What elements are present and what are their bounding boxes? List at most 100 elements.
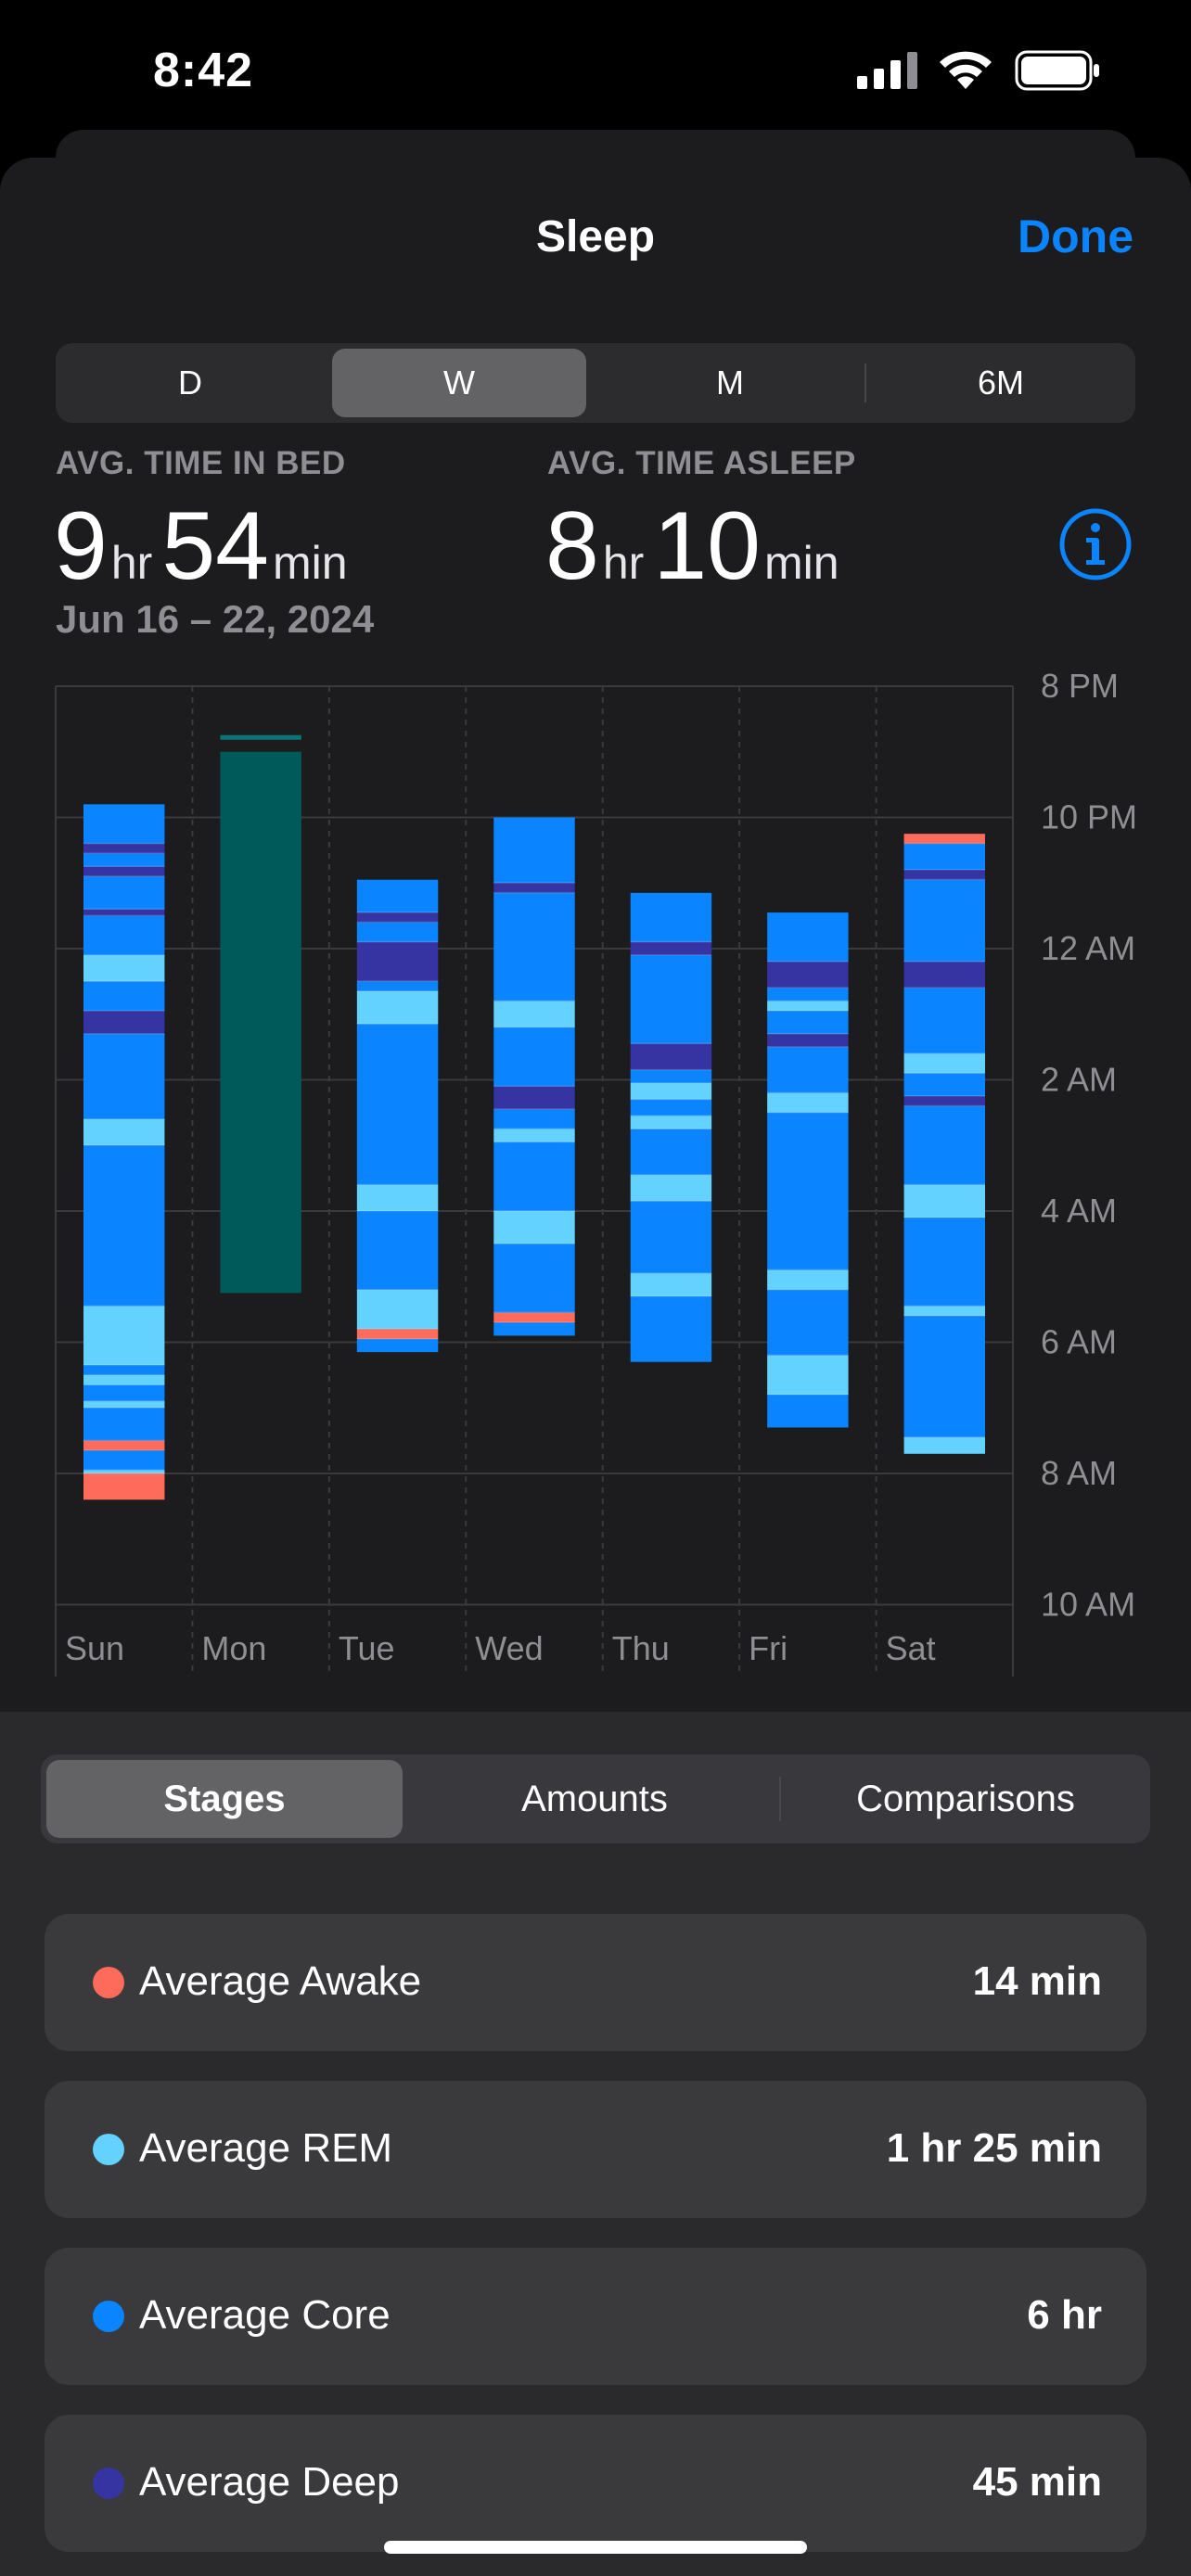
awake-dot-icon [93,1967,124,1998]
segment-separator [630,1082,712,1084]
bar-segment-rem [630,1116,712,1129]
y-tick-label: 12 AM [1041,929,1135,967]
segment-separator [83,1117,165,1120]
bar-segment-rem [83,1374,165,1385]
segment-separator [903,842,985,845]
segment-separator [83,1144,165,1146]
done-button[interactable]: Done [1018,210,1133,262]
segment-separator [493,882,575,884]
segment-separator [903,1104,985,1107]
segment-separator [903,961,985,963]
bar-segment-core [630,892,712,942]
bar-segment-core [493,1027,575,1087]
segment-separator [356,980,439,982]
segment-separator [356,1328,439,1330]
bar-segment-core [767,1011,849,1034]
bar-segment-core [83,1408,165,1441]
segment-separator [903,869,985,871]
segment-separator [493,1128,575,1130]
tab-week[interactable]: W [332,349,586,417]
bar-segment-core [356,1024,439,1185]
segment-separator [356,1183,439,1186]
bar-segment-core [630,1099,712,1116]
bar-segment-core [83,804,165,844]
range-segmented-control: D W M 6M [56,343,1135,423]
segment-separator [767,961,849,963]
bar-segment-deep [630,1043,712,1070]
bar-segment-core [83,1145,165,1307]
chart-labels: 8 PM 10 PM 12 AM 2 AM 4 AM 6 AM 8 AM 10 AM Sun Mo… [65,668,1137,1667]
sleep-bar-sat[interactable] [903,834,985,1454]
segment-separator [493,1311,575,1314]
sleep-bar-wed[interactable] [493,817,575,1336]
bar-segment-rem [767,1269,849,1290]
y-tick-label: 10 PM [1041,798,1137,836]
bar-segment-core [83,876,165,910]
segment-separator [630,1042,712,1045]
stage-card-deep[interactable]: Average Deep 45 min [45,2415,1146,2552]
tab-six-months[interactable]: 6M [977,363,1024,402]
tab-comparisons[interactable]: Comparisons [856,1778,1075,1819]
stage-card-awake[interactable]: Average Awake 14 min [45,1914,1146,2051]
y-tick-label: 10 AM [1041,1586,1135,1624]
segment-separator [83,1473,165,1474]
segment-separator [767,987,849,988]
segment-separator [903,878,985,881]
tab-day[interactable]: D [178,363,202,402]
bar-segment-deep [83,1011,165,1034]
bar-segment-core [903,1316,985,1438]
segment-separator [630,1098,712,1101]
stage-card-core[interactable]: Average Core 6 hr [45,2248,1146,2385]
rem-dot-icon [93,2134,124,2165]
segment-separator [83,1032,165,1035]
tab-stages[interactable]: Stages [46,1760,403,1838]
segment-separator [356,1023,439,1025]
stage-value: 6 hr [1027,2292,1102,2338]
bar-segment-rem [83,1118,165,1146]
bar-segment-deep [493,883,575,893]
segment-separator [903,1072,985,1074]
sleep-bar-thu[interactable] [630,892,712,1362]
segment-separator [630,1115,712,1116]
segment-divider [864,363,866,402]
segment-separator [83,954,165,956]
segment-separator [356,1337,439,1340]
segment-separator [83,842,165,845]
stage-label: Average Awake [139,1958,422,2004]
sleep-bar-sun[interactable] [83,804,165,1500]
bar-segment-deep [493,1086,575,1110]
segment-separator [83,1400,165,1402]
tab-amounts[interactable]: Amounts [521,1778,668,1819]
chart-bars [83,734,985,1500]
bar-segment-core [83,853,165,867]
segment-separator [83,914,165,917]
x-tick-label: Sun [65,1629,124,1667]
y-tick-label: 4 AM [1041,1192,1117,1230]
home-indicator[interactable] [384,2541,807,2554]
segment-separator [493,1085,575,1088]
sleep-bar-mon[interactable] [220,734,301,1294]
segment-separator [767,1032,849,1035]
bar-segment-rem [630,1175,712,1202]
stage-card-rem[interactable]: Average REM 1 hr 25 min [45,2081,1146,2218]
asleep-value: 8hr10min [545,492,839,600]
in-bed-label: AVG. TIME IN BED [56,445,346,481]
segment-separator [630,1128,712,1130]
segment-separator [356,921,439,924]
tab-month[interactable]: M [716,363,744,402]
x-tick-label: Wed [475,1629,543,1667]
bar-segment-rem [903,1306,985,1317]
bar-segment-deep [903,1096,985,1106]
bar-segment-core [493,817,575,884]
bar-segment-core [493,892,575,1001]
bar-segment-deep [903,962,985,988]
sleep-chart[interactable]: 8 PM 10 PM 12 AM 2 AM 4 AM 6 AM 8 AM 10 AM Sun Mo… [0,668,1191,1688]
stage-value: 14 min [972,1958,1102,2004]
chart-grid [55,685,1014,1677]
sleep-bar-fri[interactable] [767,912,849,1428]
sleep-bar-tue[interactable] [356,879,439,1353]
segment-separator [356,1288,439,1291]
info-circle-icon[interactable] [1057,506,1133,582]
bar-segment-rem [903,1437,985,1454]
bar-segment-deep [356,941,439,982]
